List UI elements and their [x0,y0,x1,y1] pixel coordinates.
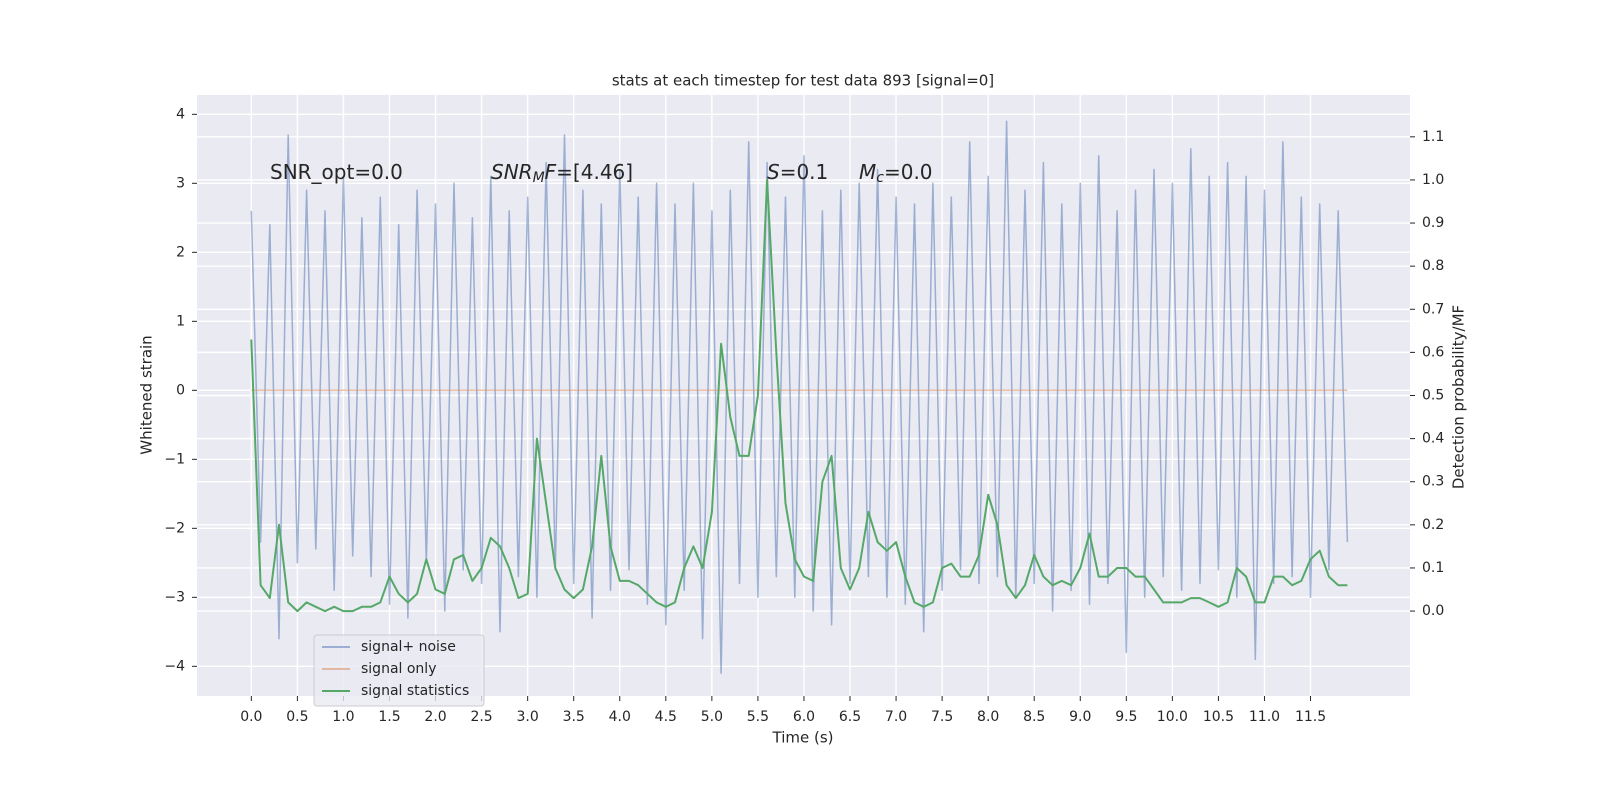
x-tick-label: 2.5 [470,709,492,725]
legend-label: signal statistics [361,683,469,699]
annotation-part: SNR_opt=0.0 [270,160,403,184]
annotation: SNR_opt=0.0 [270,160,403,184]
x-tick-label: 10.0 [1157,709,1188,725]
y2-axis-label: Detection probability/MF [1450,305,1468,489]
x-tick-label: 11.0 [1249,709,1280,725]
x-tick-label: 11.5 [1295,709,1326,725]
series-line [250,178,1348,613]
y2-tick-label: 1.0 [1422,172,1444,188]
series-line [250,120,1349,674]
y-tick-label: 1 [176,313,185,329]
x-tick-label: 3.0 [517,709,539,725]
y2-tick-label: 0.7 [1422,301,1444,317]
y-tick-label: 0 [176,382,185,398]
y-tick-label: −3 [164,589,185,605]
y2-tick-label: 0.3 [1422,474,1444,490]
y2-tick-label: 0.0 [1422,603,1444,619]
y-tick-label: −4 [164,658,185,674]
legend-box [313,634,485,707]
y2-tick-label: 0.5 [1422,388,1444,404]
x-tick-label: 0.5 [286,709,308,725]
y2-tick-label: 0.9 [1422,215,1444,231]
annotation-part: M [533,170,545,186]
x-tick-label: 5.5 [747,709,769,725]
annotation-part: =0.0 [884,160,933,184]
x-tick-label: 2.0 [424,709,446,725]
x-tick-label: 1.5 [378,709,400,725]
y-tick-label: −1 [164,451,185,467]
x-tick-label: 5.0 [701,709,723,725]
x-tick-label: 9.5 [1115,709,1137,725]
y2-tick-label: 0.8 [1422,258,1444,274]
x-tick-label: 4.5 [655,709,677,725]
x-tick-label: 8.5 [1023,709,1045,725]
x-tick-label: 7.0 [885,709,907,725]
y-tick-label: 3 [176,175,185,191]
y-tick-label: 2 [176,244,185,260]
y2-tick-label: 0.4 [1422,431,1444,447]
x-tick-label: 7.5 [931,709,953,725]
y-axis-label: Whitened strain [138,335,156,454]
y-tick-label: −2 [164,520,185,536]
annotation-part: =[4.46] [556,160,633,184]
x-tick-label: 8.0 [977,709,999,725]
annotation: Mc=0.0 [859,160,933,187]
y2-tick-label: 0.6 [1422,344,1444,360]
chart-title: stats at each timestep for test data 893… [612,72,994,90]
annotation-part: S [767,160,780,184]
annotation-part: c [876,170,884,186]
x-axis-label: Time (s) [772,729,834,747]
x-tick-label: 10.5 [1203,709,1234,725]
x-tick-label: 9.0 [1069,709,1091,725]
annotation-part: M [859,160,876,184]
x-tick-label: 4.0 [609,709,631,725]
annotation-part: F [545,160,557,184]
y2-tick-label: 1.1 [1422,129,1444,145]
annotation: SNRMF=[4.46] [491,160,633,187]
x-tick-label: 6.0 [793,709,815,725]
x-tick-label: 0.0 [240,709,262,725]
legend-label: signal+ noise [361,639,456,655]
y2-tick-label: 0.1 [1422,560,1444,576]
y-tick-label: 4 [176,106,185,122]
x-tick-label: 6.5 [839,709,861,725]
annotation: S=0.1 [767,160,828,184]
x-tick-label: 3.5 [563,709,585,725]
annotation-part: SNR [491,160,533,184]
y2-tick-label: 0.2 [1422,517,1444,533]
annotation-part: =0.1 [780,160,829,184]
legend-label: signal only [361,661,436,677]
x-tick-label: 1.0 [332,709,354,725]
